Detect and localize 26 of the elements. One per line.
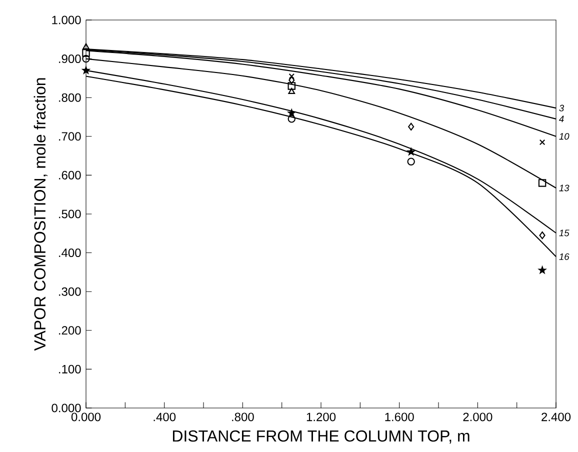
- series-label: 4: [558, 116, 564, 122]
- y-tick-label: .100: [59, 364, 81, 374]
- x-tick-label: 0.000: [71, 412, 101, 422]
- x-tick-label: 2.400: [542, 412, 571, 422]
- series-label: 15: [559, 230, 570, 236]
- y-tick-label: .800: [59, 93, 81, 102]
- series-label: 3: [559, 104, 564, 112]
- y-tick-label: .500: [59, 210, 81, 218]
- y-tick-label: .200: [59, 326, 81, 335]
- x-axis-title: DISTANCE FROM THE COLUMN TOP, m: [172, 430, 470, 444]
- y-tick-label: .700: [59, 132, 81, 141]
- x-tick-label: 1.200: [306, 412, 336, 422]
- y-tick-label: .300: [59, 287, 81, 296]
- series-label: 16: [559, 253, 570, 260]
- y-tick-label: .900: [59, 54, 81, 64]
- y-axis-title: VAPOR COMPOSITION, mole fraction: [34, 78, 48, 351]
- x-tick-label: 2.000: [463, 412, 492, 422]
- x-tick-label: .800: [232, 412, 254, 422]
- y-tick-label: .600: [59, 170, 81, 180]
- series-label: 10: [559, 133, 570, 140]
- series-label: 13: [559, 184, 570, 192]
- y-tick-label: 0.000: [52, 404, 81, 412]
- y-tick-label: 1.000: [52, 16, 81, 24]
- y-tick-label: .400: [59, 248, 81, 258]
- x-tick-label: .400: [154, 412, 176, 422]
- x-tick-label: 1.600: [385, 412, 414, 422]
